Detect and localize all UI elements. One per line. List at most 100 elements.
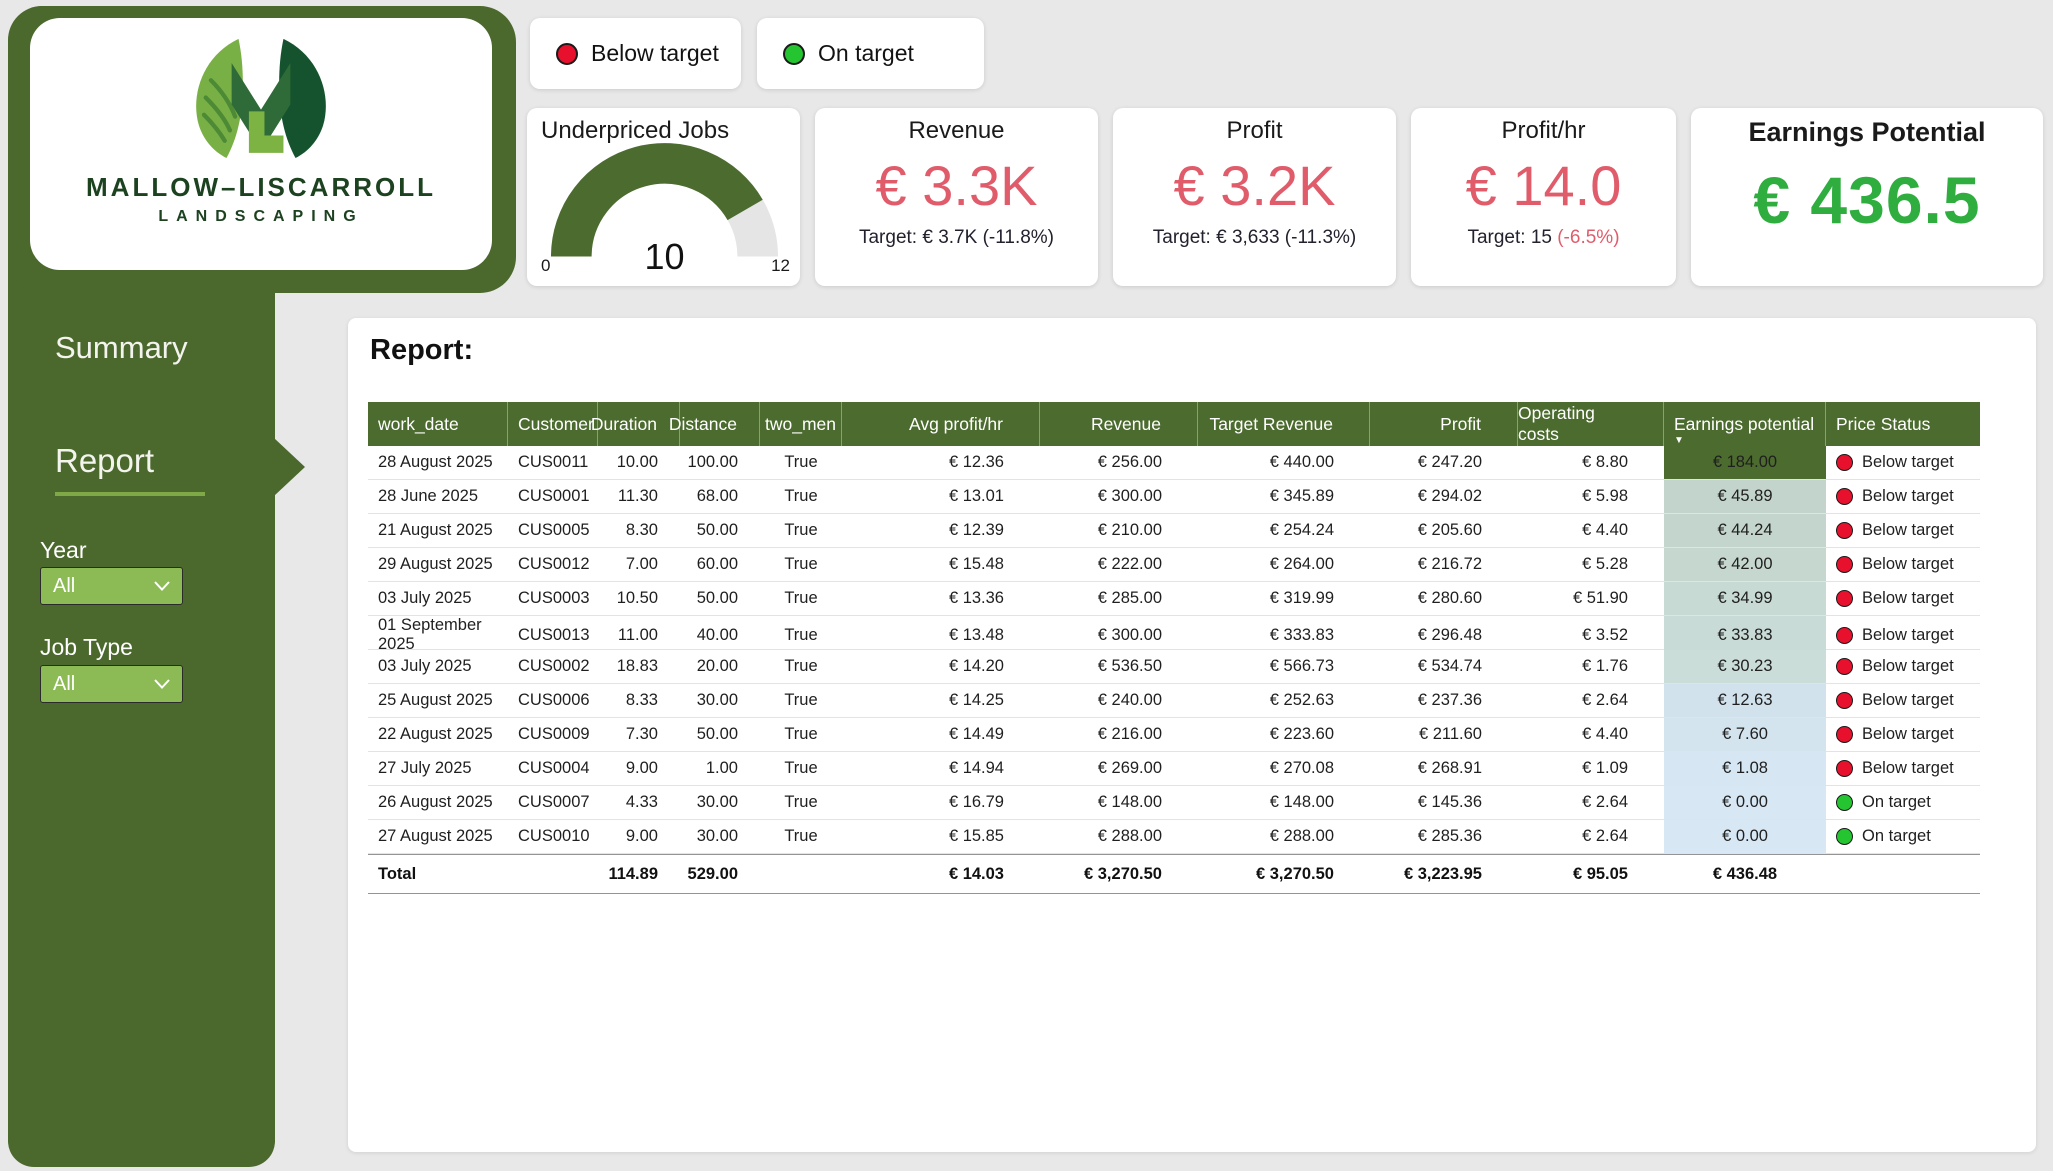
cell-avg_profit_hr: € 13.48 [842, 616, 1040, 654]
cell-two_men: True [760, 752, 842, 785]
cell-customer: CUS0005 [508, 514, 598, 547]
year-filter-label: Year [40, 537, 86, 564]
kpi-value: € 436.5 [1753, 166, 1980, 235]
status-label: Below target [1862, 626, 1954, 645]
column-header-two-men[interactable]: two_men [760, 402, 842, 446]
cell-duration: 11.00 [598, 616, 680, 654]
nav-item-summary[interactable]: Summary [55, 330, 188, 366]
total-cell-revenue: € 3,270.50 [1040, 855, 1198, 893]
cell-earnings_potential: € 1.08 [1664, 752, 1826, 785]
column-header-price-status[interactable]: Price Status [1826, 402, 1980, 446]
cell-earnings_potential: € 184.00 [1664, 446, 1826, 479]
status-dot-icon [1836, 692, 1853, 709]
cell-two_men: True [760, 616, 842, 654]
table-row[interactable]: 28 August 2025CUS001110.00100.00True€ 12… [368, 446, 1980, 480]
year-dropdown[interactable]: All [40, 567, 183, 605]
table-row[interactable]: 28 June 2025CUS000111.3068.00True€ 13.01… [368, 480, 1980, 514]
cell-two_men: True [760, 650, 842, 683]
table-row[interactable]: 26 August 2025CUS00074.3330.00True€ 16.7… [368, 786, 1980, 820]
column-header-operating-costs[interactable]: Operating costs [1518, 402, 1664, 446]
column-header-target-revenue[interactable]: Target Revenue [1198, 402, 1370, 446]
cell-revenue: € 300.00 [1040, 616, 1198, 654]
table-row[interactable]: 03 July 2025CUS000310.5050.00True€ 13.36… [368, 582, 1980, 616]
active-page-arrow-icon [274, 438, 305, 496]
column-header-earnings-potential[interactable]: Earnings potential▼ [1664, 402, 1826, 446]
cell-distance: 68.00 [680, 480, 760, 513]
cell-earnings_potential: € 30.23 [1664, 650, 1826, 683]
cell-earnings_potential: € 42.00 [1664, 548, 1826, 581]
legend-on-target: On target [757, 18, 984, 89]
cell-target_revenue: € 319.99 [1198, 582, 1370, 615]
cell-profit: € 205.60 [1370, 514, 1518, 547]
status-dot-icon [1836, 658, 1853, 675]
cell-duration: 10.00 [598, 446, 680, 479]
table-total-row: Total114.89529.00€ 14.03€ 3,270.50€ 3,27… [368, 854, 1980, 894]
table-row[interactable]: 25 August 2025CUS00068.3330.00True€ 14.2… [368, 684, 1980, 718]
legend-below-target: Below target [530, 18, 741, 89]
table-row[interactable]: 22 August 2025CUS00097.3050.00True€ 14.4… [368, 718, 1980, 752]
cell-target_revenue: € 223.60 [1198, 718, 1370, 751]
total-cell-avg_profit_hr: € 14.03 [842, 855, 1040, 893]
status-dot-icon [1836, 760, 1853, 777]
cell-work_date: 21 August 2025 [368, 514, 508, 547]
nav-item-report[interactable]: Report [55, 442, 154, 480]
cell-profit: € 280.60 [1370, 582, 1518, 615]
table-row[interactable]: 29 August 2025CUS00127.0060.00True€ 15.4… [368, 548, 1980, 582]
cell-operating_costs: € 3.52 [1518, 616, 1664, 654]
brand-name: MALLOW–LISCARROLL [86, 172, 436, 203]
table-row[interactable]: 27 August 2025CUS00109.0030.00True€ 15.8… [368, 820, 1980, 854]
cell-avg_profit_hr: € 14.20 [842, 650, 1040, 683]
brand-logo [166, 26, 356, 176]
jobtype-dropdown[interactable]: All [40, 665, 183, 703]
status-dot-icon [1836, 627, 1853, 644]
cell-avg_profit_hr: € 15.85 [842, 820, 1040, 853]
cell-profit: € 211.60 [1370, 718, 1518, 751]
cell-two_men: True [760, 820, 842, 853]
cell-two_men: True [760, 684, 842, 717]
column-header-customer[interactable]: Customer [508, 402, 598, 446]
total-cell-customer [508, 855, 598, 893]
total-cell-profit: € 3,223.95 [1370, 855, 1518, 893]
cell-revenue: € 148.00 [1040, 786, 1198, 819]
cell-profit: € 216.72 [1370, 548, 1518, 581]
column-header-profit[interactable]: Profit [1370, 402, 1518, 446]
total-cell-duration: 114.89 [598, 855, 680, 893]
table-row[interactable]: 03 July 2025CUS000218.8320.00True€ 14.20… [368, 650, 1980, 684]
cell-operating_costs: € 1.09 [1518, 752, 1664, 785]
cell-avg_profit_hr: € 14.49 [842, 718, 1040, 751]
total-cell-work_date: Total [368, 855, 508, 893]
gauge-chart: 0 12 10 [545, 146, 784, 280]
total-cell-target_revenue: € 3,270.50 [1198, 855, 1370, 893]
cell-customer: CUS0003 [508, 582, 598, 615]
column-header-duration[interactable]: Duration [598, 402, 680, 446]
logo-card: MALLOW–LISCARROLL LANDSCAPING [30, 18, 492, 270]
table-header: work_dateCustomerDurationDistancetwo_men… [368, 402, 1980, 446]
cell-status: Below target [1826, 718, 1980, 751]
cell-distance: 30.00 [680, 786, 760, 819]
cell-customer: CUS0009 [508, 718, 598, 751]
cell-target_revenue: € 264.00 [1198, 548, 1370, 581]
column-header-distance[interactable]: Distance [680, 402, 760, 446]
status-dot-icon [1836, 828, 1853, 845]
cell-work_date: 03 July 2025 [368, 650, 508, 683]
cell-status: On target [1826, 820, 1980, 853]
kpi-target-percent: (-6.5%) [1557, 227, 1619, 248]
column-header-work-date[interactable]: work_date [368, 402, 508, 446]
status-label: Below target [1862, 521, 1954, 540]
data-table: work_dateCustomerDurationDistancetwo_men… [368, 402, 1980, 894]
kpi-profit-card: Profit € 3.2K Target: € 3,633 (-11.3%) [1113, 108, 1396, 286]
table-row[interactable]: 27 July 2025CUS00049.001.00True€ 14.94€ … [368, 752, 1980, 786]
cell-customer: CUS0007 [508, 786, 598, 819]
cell-avg_profit_hr: € 14.94 [842, 752, 1040, 785]
column-header-avg-profit-hr[interactable]: Avg profit/hr [842, 402, 1040, 446]
table-row[interactable]: 01 September 2025CUS001311.0040.00True€ … [368, 616, 1980, 650]
cell-distance: 100.00 [680, 446, 760, 479]
cell-operating_costs: € 5.28 [1518, 548, 1664, 581]
cell-avg_profit_hr: € 15.48 [842, 548, 1040, 581]
cell-distance: 40.00 [680, 616, 760, 654]
status-dot-icon [1836, 794, 1853, 811]
table-row[interactable]: 21 August 2025CUS00058.3050.00True€ 12.3… [368, 514, 1980, 548]
cell-profit: € 237.36 [1370, 684, 1518, 717]
cell-duration: 7.00 [598, 548, 680, 581]
column-header-revenue[interactable]: Revenue [1040, 402, 1198, 446]
